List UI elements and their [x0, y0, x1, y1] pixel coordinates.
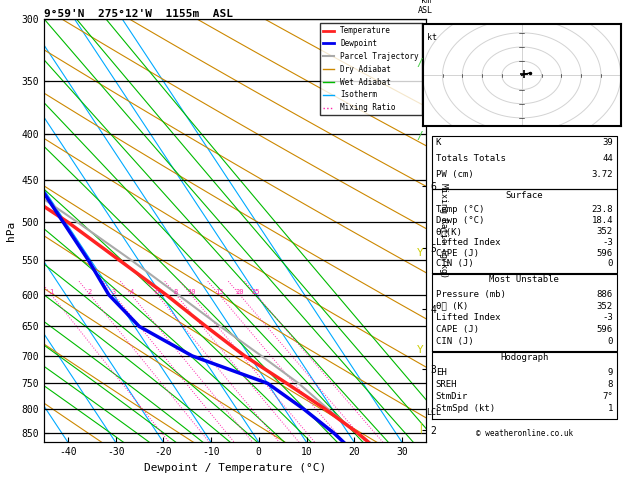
Text: 23.8: 23.8 [591, 206, 613, 214]
Text: 8: 8 [174, 289, 178, 295]
Text: CAPE (J): CAPE (J) [436, 248, 479, 258]
Text: Y: Y [417, 345, 423, 355]
Text: EH: EH [436, 368, 447, 377]
Text: LCL: LCL [426, 408, 441, 417]
Text: 8: 8 [608, 380, 613, 389]
Text: 6: 6 [155, 289, 159, 295]
Text: 27.04.2024  03GMT  (Base: 18): 27.04.2024 03GMT (Base: 18) [439, 26, 610, 36]
Text: CIN (J): CIN (J) [436, 337, 473, 346]
Text: 7°: 7° [602, 392, 613, 401]
Legend: Temperature, Dewpoint, Parcel Trajectory, Dry Adiabat, Wet Adiabat, Isotherm, Mi: Temperature, Dewpoint, Parcel Trajectory… [320, 23, 422, 115]
Text: 0: 0 [608, 337, 613, 346]
Text: Temp (°C): Temp (°C) [436, 206, 484, 214]
Text: 39: 39 [602, 138, 613, 147]
Y-axis label: hPa: hPa [6, 221, 16, 241]
Text: km
ASL: km ASL [418, 0, 433, 15]
Text: CIN (J): CIN (J) [436, 260, 473, 268]
Text: 9: 9 [608, 368, 613, 377]
Text: 25: 25 [252, 289, 260, 295]
Text: 18.4: 18.4 [591, 216, 613, 225]
Text: 3.72: 3.72 [591, 170, 613, 179]
Text: 596: 596 [597, 248, 613, 258]
Text: Lifted Index: Lifted Index [436, 238, 500, 247]
Text: SREH: SREH [436, 380, 457, 389]
Text: -3: -3 [602, 238, 613, 247]
Text: CAPE (J): CAPE (J) [436, 325, 479, 334]
Text: Most Unstable: Most Unstable [489, 275, 559, 284]
Text: Lifted Index: Lifted Index [436, 313, 500, 322]
Text: 10: 10 [187, 289, 195, 295]
Text: Y: Y [417, 248, 423, 258]
Text: 0: 0 [608, 260, 613, 268]
Text: 352: 352 [597, 227, 613, 236]
Text: 2: 2 [88, 289, 92, 295]
Text: Hodograph: Hodograph [500, 353, 548, 363]
Y-axis label: Mixing Ratio (g/kg): Mixing Ratio (g/kg) [438, 183, 448, 278]
Text: 886: 886 [597, 290, 613, 299]
Text: Dewp (°C): Dewp (°C) [436, 216, 484, 225]
Text: 44: 44 [602, 154, 613, 163]
Text: θᴇ(K): θᴇ(K) [436, 227, 462, 236]
Text: © weatheronline.co.uk: © weatheronline.co.uk [476, 429, 573, 438]
Text: Pressure (mb): Pressure (mb) [436, 290, 506, 299]
Text: 9°59'N  275°12'W  1155m  ASL: 9°59'N 275°12'W 1155m ASL [44, 9, 233, 18]
Text: |: | [417, 422, 423, 433]
Text: Totals Totals: Totals Totals [436, 154, 506, 163]
Text: kt: kt [426, 33, 437, 42]
Text: StmDir: StmDir [436, 392, 468, 401]
Text: 3: 3 [112, 289, 116, 295]
Text: 15: 15 [215, 289, 223, 295]
Text: Surface: Surface [506, 191, 543, 200]
Text: 4: 4 [129, 289, 133, 295]
Text: 1: 1 [608, 404, 613, 413]
Text: /: / [417, 131, 423, 141]
Text: K: K [436, 138, 441, 147]
Text: StmSpd (kt): StmSpd (kt) [436, 404, 495, 413]
Text: 20: 20 [235, 289, 244, 295]
Text: PW (cm): PW (cm) [436, 170, 473, 179]
Text: -3: -3 [602, 313, 613, 322]
Text: 1: 1 [49, 289, 53, 295]
Text: 352: 352 [597, 302, 613, 311]
Text: 596: 596 [597, 325, 613, 334]
Text: /: / [417, 58, 423, 68]
Text: θᴇ (K): θᴇ (K) [436, 302, 468, 311]
X-axis label: Dewpoint / Temperature (°C): Dewpoint / Temperature (°C) [144, 463, 326, 473]
